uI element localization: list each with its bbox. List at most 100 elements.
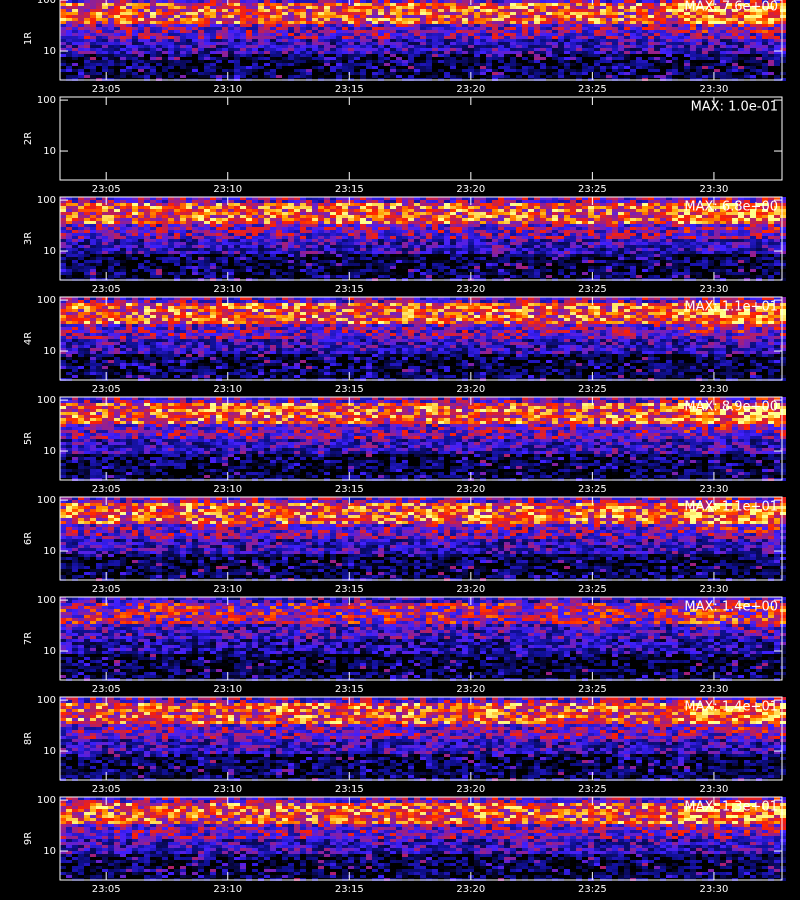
spectrogram-cell bbox=[648, 221, 654, 224]
spectrogram-cell bbox=[630, 9, 636, 12]
spectrogram-cell bbox=[678, 18, 684, 21]
spectrogram-cell bbox=[624, 221, 630, 224]
spectrogram-cell bbox=[144, 48, 150, 51]
spectrogram-cell bbox=[642, 75, 648, 78]
spectrogram-cell bbox=[618, 221, 624, 224]
spectrogram-cell bbox=[588, 60, 594, 63]
spectrogram-cell bbox=[564, 30, 570, 33]
spectrogram-cell bbox=[492, 57, 498, 60]
spectrogram-cell bbox=[618, 3, 624, 6]
spectrogram-cell bbox=[642, 215, 648, 218]
spectrogram-cell bbox=[198, 197, 204, 200]
spectrogram-cell bbox=[558, 24, 564, 27]
spectrogram-cell bbox=[234, 209, 240, 212]
spectrogram-cell bbox=[234, 36, 240, 39]
spectrogram-cell bbox=[378, 224, 384, 227]
spectrogram-cell bbox=[414, 45, 420, 48]
spectrogram-cell bbox=[444, 212, 450, 215]
spectrogram-cell bbox=[240, 63, 246, 66]
spectrogram-cell bbox=[270, 69, 276, 72]
spectrogram-cell bbox=[546, 42, 552, 45]
spectrogram-cell bbox=[672, 33, 678, 36]
spectrogram-cell bbox=[246, 75, 252, 78]
spectrogram-cell bbox=[714, 57, 720, 60]
spectrogram-cell bbox=[102, 48, 108, 51]
spectrogram-cell bbox=[246, 9, 252, 12]
spectrogram-cell bbox=[690, 227, 696, 230]
spectrogram-cell bbox=[444, 233, 450, 236]
x-tick-label: 23:15 bbox=[335, 84, 364, 95]
spectrogram-cell bbox=[306, 227, 312, 230]
spectrogram-cell bbox=[66, 30, 72, 33]
spectrogram-cell bbox=[624, 57, 630, 60]
spectrogram-cell bbox=[504, 200, 510, 203]
spectrogram-cell bbox=[762, 221, 768, 224]
spectrogram-cell bbox=[534, 224, 540, 227]
spectrogram-cell bbox=[378, 63, 384, 66]
spectrogram-cell bbox=[426, 9, 432, 12]
spectrogram-cell bbox=[570, 33, 576, 36]
spectrogram-cell bbox=[90, 57, 96, 60]
spectrogram-cell bbox=[204, 209, 210, 212]
spectrogram-cell bbox=[432, 221, 438, 224]
spectrogram-cell bbox=[228, 221, 234, 224]
spectrogram-cell bbox=[534, 66, 540, 69]
spectrogram-cell bbox=[120, 206, 126, 209]
spectrogram-cell bbox=[186, 54, 192, 57]
spectrogram-cell bbox=[492, 0, 498, 3]
spectrogram-cell bbox=[756, 54, 762, 57]
spectrogram-cell bbox=[312, 27, 318, 30]
spectrogram-cell bbox=[594, 212, 600, 215]
spectrogram-cell bbox=[486, 6, 492, 9]
spectrogram-cell bbox=[102, 66, 108, 69]
spectrogram-cell bbox=[774, 227, 780, 230]
spectrogram-cell bbox=[270, 51, 276, 54]
spectrogram-cell bbox=[192, 33, 198, 36]
spectrogram-cell bbox=[162, 57, 168, 60]
spectrogram-cell bbox=[426, 3, 432, 6]
spectrogram-cell bbox=[690, 218, 696, 221]
spectrogram-cell bbox=[522, 224, 528, 227]
spectrogram-cell bbox=[696, 36, 702, 39]
spectrogram-cell bbox=[174, 27, 180, 30]
spectrogram-cell bbox=[756, 203, 762, 206]
spectrogram-cell bbox=[120, 27, 126, 30]
spectrogram-cell bbox=[270, 227, 276, 230]
spectrogram-cell bbox=[450, 224, 456, 227]
spectrogram-cell bbox=[366, 51, 372, 54]
spectrogram-cell bbox=[600, 57, 606, 60]
spectrogram-cell bbox=[570, 27, 576, 30]
spectrogram-cell bbox=[468, 215, 474, 218]
spectrogram-cell bbox=[300, 54, 306, 57]
spectrogram-cell bbox=[402, 60, 408, 63]
spectrogram-cell bbox=[78, 24, 84, 27]
spectrogram-cell bbox=[144, 209, 150, 212]
spectrogram-cell bbox=[402, 233, 408, 236]
spectrogram-cell bbox=[732, 69, 738, 72]
spectrogram-cell bbox=[270, 36, 276, 39]
spectrogram-cell bbox=[540, 54, 546, 57]
spectrogram-cell bbox=[78, 63, 84, 66]
spectrogram-cell bbox=[714, 3, 720, 6]
spectrogram-cell bbox=[576, 209, 582, 212]
spectrogram-cell bbox=[492, 15, 498, 18]
spectrogram-cell bbox=[66, 209, 72, 212]
spectrogram-cell bbox=[186, 60, 192, 63]
spectrogram-cell bbox=[132, 54, 138, 57]
spectrogram-cell bbox=[684, 42, 690, 45]
spectrogram-cell bbox=[132, 27, 138, 30]
spectrogram-cell bbox=[90, 218, 96, 221]
spectrogram-cell bbox=[732, 215, 738, 218]
spectrogram-cell bbox=[420, 51, 426, 54]
spectrogram-cell bbox=[144, 72, 150, 75]
spectrogram-cell bbox=[72, 30, 78, 33]
spectrogram-cell bbox=[306, 33, 312, 36]
spectrogram-cell bbox=[432, 69, 438, 72]
spectrogram-cell bbox=[414, 57, 420, 60]
spectrogram-cell bbox=[564, 3, 570, 6]
spectrogram-cell bbox=[582, 54, 588, 57]
spectrogram-cell bbox=[624, 72, 630, 75]
spectrogram-cell bbox=[294, 63, 300, 66]
spectrogram-cell bbox=[168, 224, 174, 227]
spectrogram-cell bbox=[702, 206, 708, 209]
